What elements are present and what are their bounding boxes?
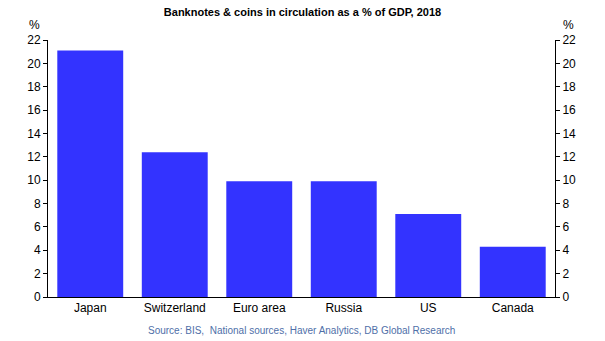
svg-text:%: %	[563, 18, 574, 32]
svg-text:18: 18	[562, 80, 576, 94]
svg-text:8: 8	[562, 197, 569, 211]
svg-text:2: 2	[34, 267, 41, 281]
svg-text:6: 6	[562, 220, 569, 234]
svg-text:2: 2	[562, 267, 569, 281]
svg-text:20: 20	[27, 57, 41, 71]
svg-text:14: 14	[27, 127, 41, 141]
svg-text:Switzerland: Switzerland	[144, 301, 206, 315]
svg-text:8: 8	[34, 197, 41, 211]
svg-text:14: 14	[562, 127, 576, 141]
svg-text:0: 0	[562, 290, 569, 304]
svg-text:12: 12	[27, 150, 41, 164]
svg-text:Canada: Canada	[492, 301, 534, 315]
svg-text:22: 22	[27, 33, 41, 47]
svg-text:Banknotes & coins in circulati: Banknotes & coins in circulation as a % …	[164, 6, 441, 18]
svg-text:4: 4	[34, 243, 41, 257]
svg-text:10: 10	[27, 173, 41, 187]
svg-text:Source: BIS, National sources: Source: BIS, National sources, Haver Ana…	[148, 325, 455, 336]
svg-text:10: 10	[562, 173, 576, 187]
svg-text:US: US	[420, 301, 437, 315]
svg-text:20: 20	[562, 57, 576, 71]
svg-text:4: 4	[562, 243, 569, 257]
svg-text:16: 16	[562, 103, 576, 117]
svg-text:Euro area: Euro area	[233, 301, 286, 315]
svg-text:%: %	[29, 18, 40, 32]
svg-text:Russia: Russia	[325, 301, 362, 315]
svg-text:22: 22	[562, 33, 576, 47]
svg-text:0: 0	[34, 290, 41, 304]
svg-text:16: 16	[27, 103, 41, 117]
svg-text:18: 18	[27, 80, 41, 94]
svg-text:Japan: Japan	[74, 301, 107, 315]
svg-text:6: 6	[34, 220, 41, 234]
svg-text:12: 12	[562, 150, 576, 164]
